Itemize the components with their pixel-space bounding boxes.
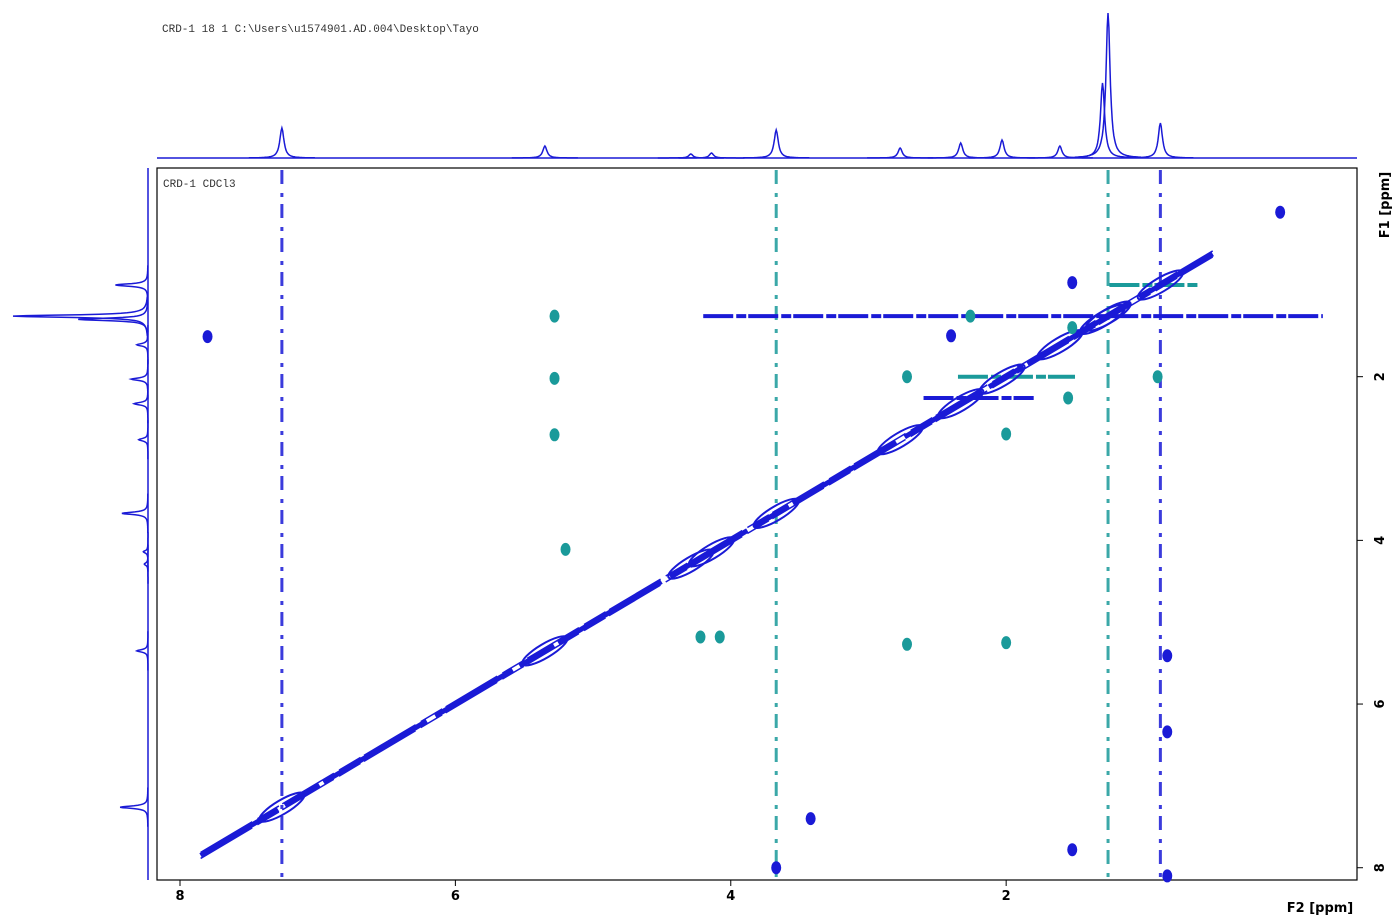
diagonal-peak bbox=[978, 363, 1026, 395]
left-projection-peak bbox=[143, 544, 149, 584]
diagonal bbox=[200, 256, 1214, 860]
cross-peak bbox=[771, 861, 782, 875]
left-projection-peak bbox=[137, 420, 149, 460]
chart-title: CRD-1 18 1 C:\Users\u1574901.AD.004\Desk… bbox=[162, 24, 479, 36]
y-tick-label: 2 bbox=[1373, 372, 1388, 381]
cross-peak bbox=[965, 309, 976, 323]
diagonal-peak bbox=[752, 497, 800, 529]
cross-peak bbox=[902, 637, 913, 651]
left-projection-peak bbox=[134, 325, 149, 365]
cross-peak bbox=[902, 370, 913, 384]
cross-peak bbox=[1067, 321, 1078, 335]
cross-peak bbox=[695, 630, 706, 644]
cross-peak bbox=[1162, 869, 1173, 883]
cross-peak bbox=[549, 309, 560, 323]
top-projection-peak bbox=[969, 138, 1036, 159]
diagonal-peak bbox=[1036, 329, 1084, 361]
x-axis-label: F2 [ppm] bbox=[1287, 901, 1354, 916]
top-projection-peak bbox=[678, 152, 745, 159]
left-projection-peak bbox=[121, 493, 149, 534]
y-tick-label: 8 bbox=[1373, 863, 1388, 872]
x-tick-label: 8 bbox=[175, 889, 184, 904]
x-tick-label: 4 bbox=[726, 889, 735, 904]
x-tick-label: 2 bbox=[1002, 889, 1011, 904]
diagonal-peak bbox=[667, 548, 715, 580]
cross-peak bbox=[1162, 725, 1173, 739]
cross-peak bbox=[1063, 391, 1074, 405]
y-axis-label: F1 [ppm] bbox=[1378, 172, 1393, 239]
diagonal-peak bbox=[1084, 300, 1132, 332]
cross-peak bbox=[560, 542, 571, 556]
cross-peak bbox=[549, 428, 560, 442]
left-projection-peak bbox=[119, 787, 149, 827]
top-projection-peak bbox=[743, 127, 810, 159]
left-projection-peak bbox=[128, 359, 149, 399]
y-tick-label: 4 bbox=[1373, 536, 1388, 545]
diagonal-peak bbox=[1136, 269, 1185, 301]
cross-peak bbox=[202, 330, 213, 344]
cross-peak bbox=[1067, 276, 1078, 290]
top-projection-peak bbox=[511, 144, 578, 159]
cross-peak bbox=[714, 630, 725, 644]
diagonal bbox=[200, 250, 1214, 854]
plot-frame bbox=[156, 167, 1358, 881]
top-projection-peak bbox=[927, 141, 994, 159]
cross-peak bbox=[549, 371, 560, 385]
top-projection-peak bbox=[248, 125, 315, 159]
left-projection-peak bbox=[78, 299, 149, 339]
cross-peak bbox=[946, 329, 957, 343]
top-projection-peak bbox=[1026, 144, 1093, 159]
left-projection-peak bbox=[142, 532, 149, 572]
cross-peak bbox=[1162, 649, 1173, 663]
left-projection-peak bbox=[131, 384, 149, 424]
y-tick-label: 6 bbox=[1373, 700, 1388, 709]
cross-peak bbox=[1067, 843, 1078, 857]
top-projection-peak bbox=[867, 146, 934, 159]
chart-subtitle: CRD-1 CDCl3 bbox=[163, 179, 236, 191]
cross-peak bbox=[1152, 370, 1163, 384]
diagonal-peak bbox=[521, 635, 569, 667]
top-projection-peak bbox=[1069, 82, 1136, 159]
diagonal-peak bbox=[687, 536, 736, 568]
left-projection-peak bbox=[134, 631, 149, 671]
diagonal-peak bbox=[937, 388, 985, 420]
top-projection-peak bbox=[1127, 122, 1194, 159]
diagonal bbox=[199, 251, 1214, 858]
left-projection-peak bbox=[12, 296, 148, 336]
diagonal-peak bbox=[876, 424, 924, 456]
cross-peak bbox=[1275, 205, 1286, 219]
left-projection-peak bbox=[115, 265, 149, 305]
top-projection-peak bbox=[657, 153, 724, 159]
cross-peak bbox=[1001, 427, 1012, 441]
x-tick-label: 6 bbox=[451, 889, 460, 904]
top-projection-peak bbox=[1074, 12, 1142, 158]
diagonal-peak bbox=[258, 791, 306, 823]
cross-peak bbox=[1001, 636, 1012, 650]
cross-peak bbox=[805, 812, 816, 826]
